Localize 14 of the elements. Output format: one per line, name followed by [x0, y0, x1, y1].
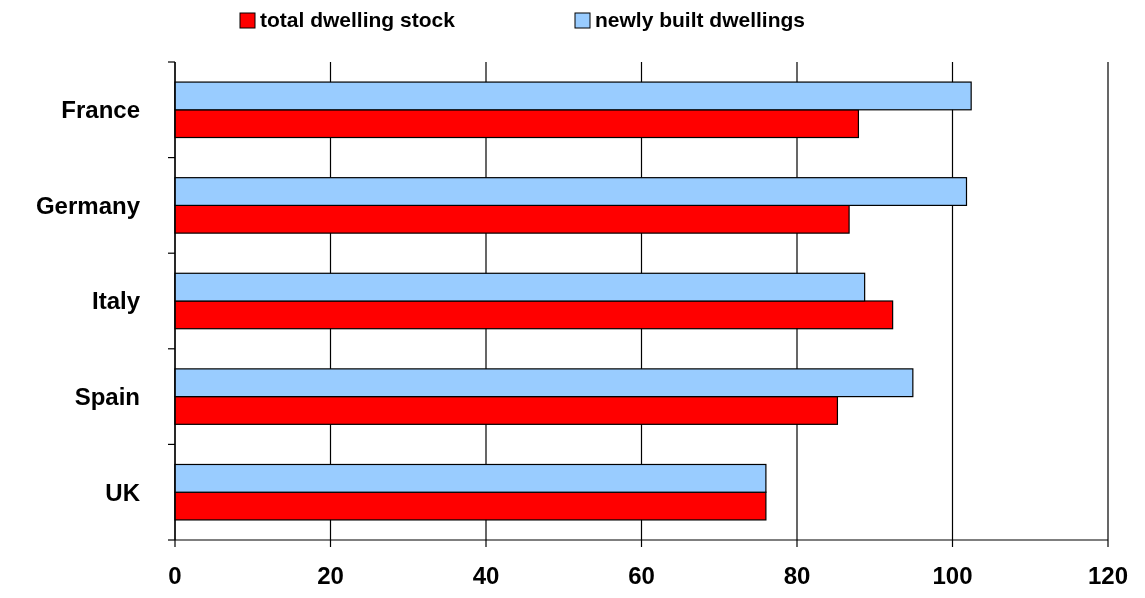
x-tick-label: 100 [932, 562, 973, 589]
x-tick-label: 80 [783, 562, 811, 589]
y-tick-label: UK [105, 478, 141, 506]
x-tick-label: 20 [317, 562, 344, 589]
legend-label: total dwelling stock [260, 8, 456, 31]
y-tick-label: Germany [35, 191, 141, 219]
x-tick-label: 60 [628, 562, 655, 589]
x-tick-label: 0 [168, 562, 182, 589]
legend-label: newly built dwellings [595, 8, 806, 31]
y-tick-label: Italy [91, 287, 141, 315]
x-tick-label: 120 [1087, 562, 1129, 589]
x-tick-label: 40 [472, 562, 500, 589]
y-tick-label: Spain [74, 383, 140, 410]
y-tick-label: France [61, 96, 140, 124]
